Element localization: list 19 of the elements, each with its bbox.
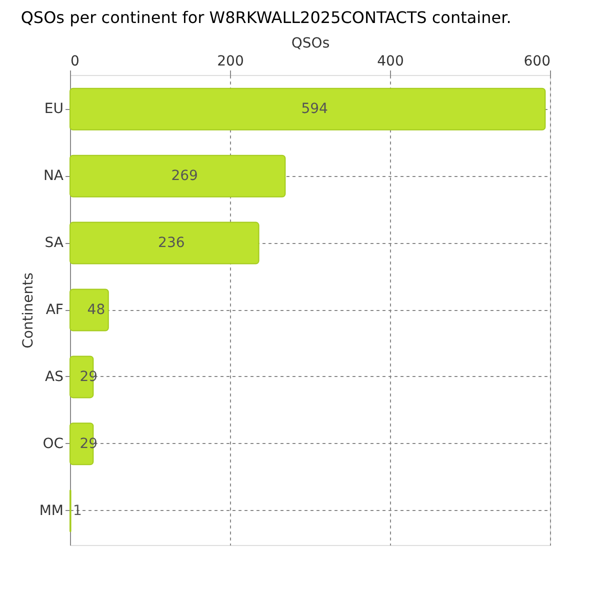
- y-tick-label: AS: [45, 368, 64, 385]
- y-tick-label: MM: [39, 502, 64, 519]
- y-axis-title: Continents: [20, 272, 36, 348]
- y-tick-label: NA: [43, 168, 64, 184]
- x-tick-label: 0: [70, 54, 80, 70]
- x-axis-title: QSOs: [291, 36, 330, 52]
- data-label: 236: [158, 235, 185, 252]
- data-label: 269: [171, 168, 198, 184]
- data-label: 1: [72, 502, 82, 519]
- chart-title: QSOs per continent for W8RKWALL2025CONTACTS container.: [20, 8, 512, 27]
- data-label: 48: [87, 302, 106, 318]
- y-tick-label: AF: [46, 302, 64, 318]
- y-tick-label: OC: [42, 436, 64, 452]
- x-tick-label: 400: [377, 54, 404, 70]
- x-tick-label: 200: [217, 54, 244, 70]
- x-tick-label: 600: [524, 54, 550, 70]
- data-label: 594: [301, 101, 328, 118]
- y-tick-label: EU: [44, 101, 64, 118]
- y-tick-label: SA: [44, 235, 64, 252]
